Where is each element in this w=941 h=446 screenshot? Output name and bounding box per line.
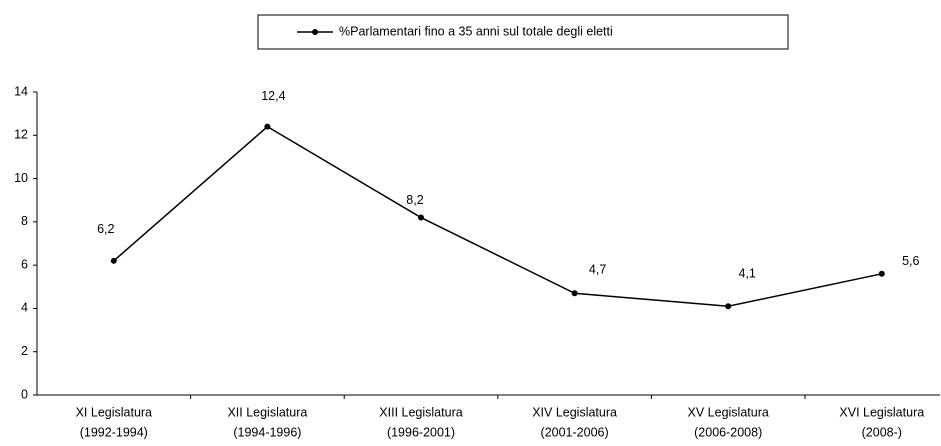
data-point	[110, 257, 117, 264]
data-line	[113, 125, 882, 308]
data-label: 6,2	[97, 222, 114, 236]
x-tick-label: XI Legislatura	[76, 405, 152, 419]
x-tick-label: (2008-)	[862, 425, 902, 439]
data-point	[264, 123, 271, 130]
x-tick-label: (1996-2001)	[387, 425, 455, 439]
x-tick-label: (2001-2006)	[541, 425, 609, 439]
x-tick-label: XVI Legislatura	[839, 405, 924, 419]
x-tick-label: (1992-1994)	[80, 425, 148, 439]
x-tick-label: XIII Legislatura	[379, 405, 462, 419]
data-point	[725, 303, 732, 310]
data-label: 4,7	[589, 263, 606, 277]
legend-label: %Parlamentari fino a 35 anni sul totale …	[339, 24, 613, 38]
x-tick-label: XIV Legislatura	[532, 405, 617, 419]
x-tick-label: (2006-2008)	[694, 425, 762, 439]
y-tick-label: 10	[14, 171, 28, 185]
data-point	[878, 270, 885, 277]
data-label: 4,1	[739, 267, 756, 281]
x-tick-label: XII Legislatura	[227, 405, 307, 419]
data-label: 8,2	[406, 193, 423, 207]
y-tick-label: 6	[21, 257, 28, 271]
data-point	[571, 290, 578, 297]
data-label: 12,4	[261, 89, 285, 103]
x-tick-label: (1994-1996)	[233, 425, 301, 439]
data-point	[418, 214, 424, 221]
x-tick-label: XV Legislatura	[688, 405, 769, 419]
y-tick-label: 14	[14, 84, 28, 98]
y-tick-label: 2	[21, 344, 28, 358]
y-tick-label: 0	[21, 387, 28, 401]
legend-box	[257, 14, 789, 50]
data-label: 5,6	[902, 254, 919, 268]
y-tick-label: 4	[21, 301, 28, 315]
y-tick-label: 8	[21, 214, 28, 228]
legend-marker	[312, 29, 318, 35]
y-tick-label: 12	[14, 128, 28, 142]
